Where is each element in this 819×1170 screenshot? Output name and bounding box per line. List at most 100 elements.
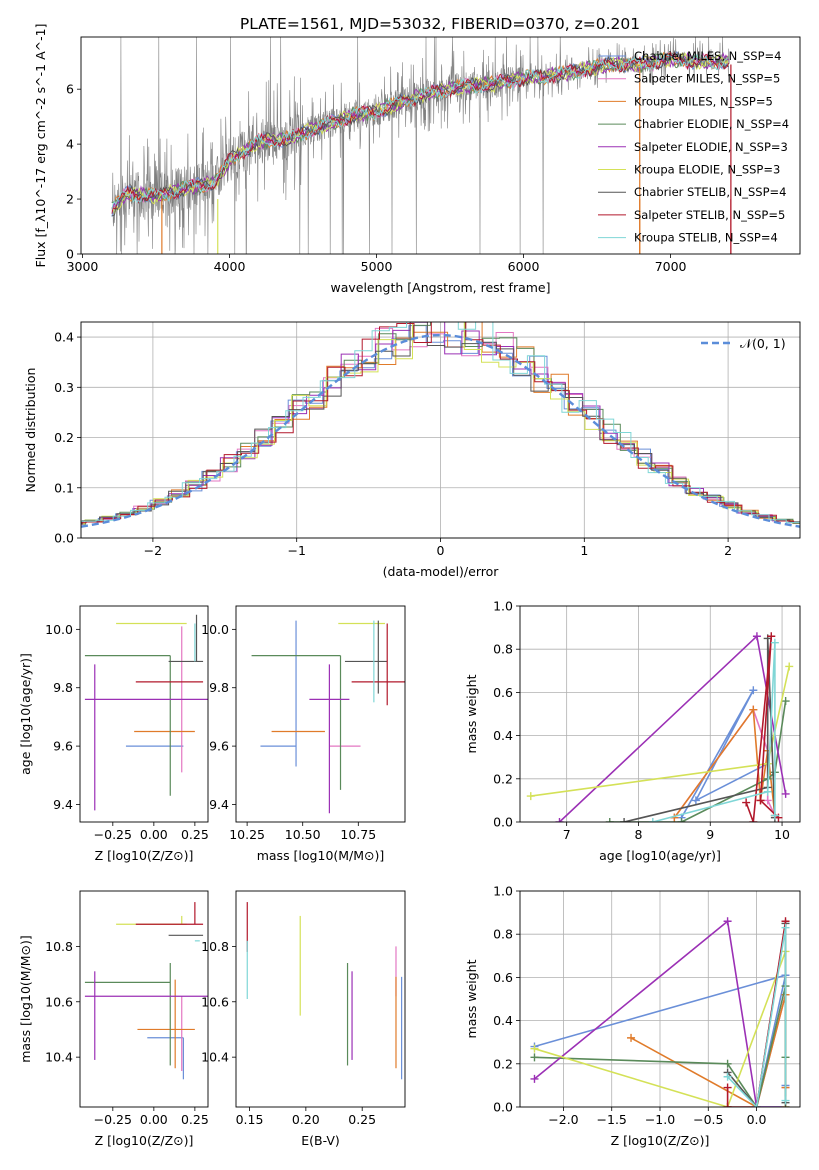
y-tick-label: 10.6 — [45, 994, 73, 1009]
errorbar-4 — [84, 971, 208, 1060]
y-tick-label: 9.8 — [209, 680, 229, 695]
x-axis-label: wavelength [Angstrom, rest frame] — [330, 280, 550, 295]
plot-area-residuals — [81, 322, 800, 528]
y-tick-label: 10.8 — [201, 939, 229, 954]
y-tick-label: 0.3 — [54, 380, 74, 395]
legend-entry: Kroupa STELIB, N_SSP=4 — [634, 231, 778, 245]
x-tick-label: −1.0 — [645, 1112, 675, 1127]
x-axis-label: mass [log10(M/M⊙)] — [257, 848, 385, 863]
axes-frame — [80, 321, 801, 539]
weight-marker — [627, 1033, 636, 1042]
y-axis-label: age [log10(age/yr)] — [18, 653, 33, 775]
weight-marker — [752, 632, 761, 641]
y-tick-label: 0.2 — [54, 430, 74, 445]
x-tick-label: 1 — [580, 543, 588, 558]
errorbar-4 — [84, 664, 208, 811]
y-tick-label: 4 — [66, 137, 74, 152]
weight-marker — [770, 638, 779, 647]
legend: Chabrier MILES, N_SSP=4 Salpeter MILES, N… — [598, 49, 789, 245]
x-axis-label: age [log10(age/yr)] — [599, 848, 721, 863]
legend-entry: Kroupa MILES, N_SSP=5 — [634, 94, 773, 108]
y-tick-label: 0.8 — [493, 642, 513, 657]
plot-area-age_vs_Z — [84, 614, 208, 811]
weight-marker — [530, 1074, 539, 1083]
x-tick-label: 0.00 — [140, 827, 168, 842]
weight-marker — [749, 705, 758, 714]
x-tick-label: −1.5 — [597, 1112, 627, 1127]
weight-marker — [770, 811, 779, 820]
x-tick-label: 10.25 — [229, 827, 265, 842]
histogram-4 — [81, 322, 800, 525]
y-tick-label: 10.0 — [45, 622, 73, 637]
errorbar-4 — [309, 664, 350, 814]
x-tick-label: 0.25 — [181, 827, 209, 842]
y-axis-label: Normed distribution — [23, 368, 38, 493]
y-tick-label: 0.4 — [493, 728, 513, 743]
histogram-7 — [81, 322, 800, 524]
legend-entry: 𝒩(0, 1) — [740, 336, 786, 351]
weight-marker — [648, 818, 657, 822]
x-tick-label: −0.25 — [94, 827, 132, 842]
errorbar-3 — [84, 963, 171, 1066]
y-axis-label: mass weight — [464, 674, 479, 753]
x-tick-label: 6000 — [508, 259, 540, 274]
y-tick-label: 6 — [66, 82, 74, 97]
weight-marker — [605, 818, 614, 822]
x-tick-label: 9 — [706, 827, 714, 842]
weight-marker — [620, 818, 629, 822]
weight-line-8 — [652, 642, 776, 822]
weight-marker — [767, 632, 776, 641]
y-tick-label: 1.0 — [493, 599, 513, 614]
model-spectrum-7 — [111, 50, 729, 214]
normal-curve — [81, 333, 800, 528]
legend-entry: Chabrier ELODIE, N_SSP=4 — [634, 117, 789, 131]
y-tick-label: 0.6 — [493, 685, 513, 700]
weight-marker — [530, 1053, 539, 1062]
y-tick-label: 1.0 — [493, 884, 513, 899]
errorbar-7 — [135, 902, 204, 925]
x-tick-label: −1 — [287, 543, 305, 558]
legend-entry: Salpeter ELODIE, N_SSP=3 — [634, 140, 788, 154]
weight-marker — [781, 697, 790, 706]
errorbar-7 — [351, 623, 405, 706]
plot-area-spectrum — [111, 37, 732, 254]
y-tick-label: 0.6 — [493, 970, 513, 985]
weight-marker — [723, 1072, 732, 1081]
plot-area-mass_vs_Z — [84, 902, 208, 1080]
errorbar-5 — [116, 915, 187, 925]
y-tick-label: 9.6 — [209, 739, 229, 754]
weight-marker — [530, 1044, 539, 1053]
weight-marker — [752, 1103, 761, 1107]
y-tick-label: 9.6 — [53, 739, 73, 754]
y-tick-label: 10.4 — [45, 1050, 73, 1065]
legend-entry: Chabrier STELIB, N_SSP=4 — [634, 185, 786, 199]
y-tick-label: 0.4 — [54, 330, 74, 345]
weight-marker — [756, 796, 765, 805]
y-tick-label: 0.0 — [493, 815, 513, 830]
y-tick-label: 0.2 — [493, 771, 513, 786]
weight-marker — [723, 917, 732, 926]
y-tick-label: 0.1 — [54, 480, 74, 495]
x-axis-label: Z [log10(Z/Z⊙)] — [95, 848, 194, 863]
weight-line-4 — [533, 919, 786, 1107]
errorbar-3 — [84, 655, 171, 796]
weight-marker — [781, 1096, 790, 1105]
y-tick-label: 0.4 — [493, 1013, 513, 1028]
x-tick-label: −0.25 — [94, 1112, 132, 1127]
x-tick-label: 0.0 — [747, 1112, 767, 1127]
plot-area-weight_vs_Z — [530, 917, 790, 1107]
weight-line-5 — [530, 666, 790, 797]
weight-marker — [749, 818, 758, 822]
panel-mass_vs_Z: −0.25 0.00 0.25 10.4 10.6 10.8 Z [log10(Z/Z⊙)]… — [18, 890, 209, 1148]
x-axis-label: (data-model)/error — [383, 564, 500, 579]
legend-entry: Kroupa ELODIE, N_SSP=3 — [634, 163, 780, 177]
weight-marker — [763, 796, 772, 805]
axes-frame — [79, 605, 209, 823]
axes-frame — [235, 605, 406, 823]
panel-residuals: −2 −1 0 1 2 0.0 0.1 0.2 0.3 0.4 (data-model)/error… — [23, 321, 801, 579]
y-axis-label: mass [log10(M/M⊙)] — [18, 935, 33, 1063]
weight-line-4 — [558, 634, 787, 822]
axes-frame — [80, 36, 801, 255]
weight-marker — [781, 923, 790, 932]
